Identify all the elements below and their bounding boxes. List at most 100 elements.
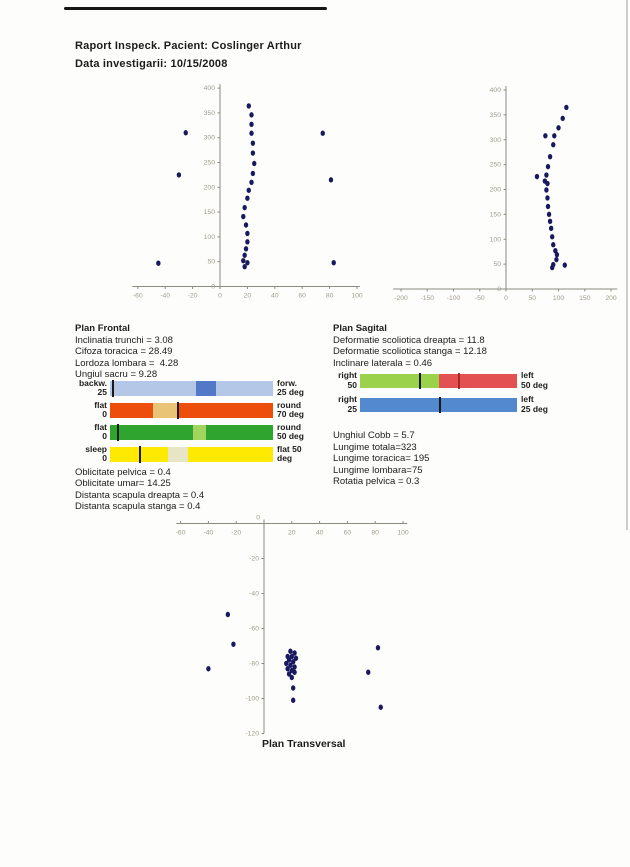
stat-line: Rotatia pelvica = 0.3: [333, 476, 420, 487]
sagital-scatter-plot: -200 -150 -100 -50 0 50 100 150 200 0 50 100 150 200 2…: [388, 80, 630, 310]
stat-line: Inclinare laterala = 0.46: [333, 357, 433, 369]
data-point: [551, 242, 556, 248]
y-tick-label: 150: [204, 209, 216, 216]
bar-left-label-value: 50: [347, 379, 357, 390]
data-point: [249, 130, 254, 136]
y-tick-label: 100: [204, 234, 216, 241]
data-point: [554, 256, 559, 263]
bar-marker: [177, 401, 180, 419]
bar-right-label: left 25 deg: [521, 394, 548, 414]
bar-row: right 25 left 25 deg: [333, 394, 603, 414]
data-point: [289, 674, 294, 681]
data-point: [241, 213, 246, 220]
data-point: [231, 641, 236, 647]
bar-right-label-value: 50 deg: [277, 431, 304, 441]
bar-segment: [196, 380, 216, 396]
data-points: [206, 611, 383, 710]
data-point: [545, 195, 550, 201]
bar-right-label-top: forw.: [277, 377, 297, 388]
y-tick-label: -100: [245, 696, 259, 703]
sagital-stats-top: Deformatie scoliotica dreapta = 11.8 Def…: [333, 335, 603, 370]
data-point: [156, 260, 161, 266]
data-point: [293, 655, 299, 661]
data-point: [545, 180, 550, 187]
bar-right-label-top: left: [521, 370, 534, 380]
data-point: [249, 121, 254, 128]
x-tick-label: 100: [351, 293, 363, 300]
bar-right-label-top: round: [277, 399, 302, 410]
data-point: [534, 173, 540, 180]
stat-line: Unghiul Cobb = 5.7: [333, 430, 415, 441]
data-point: [249, 179, 254, 186]
data-point: [252, 160, 257, 167]
bar-row: right 50 left 50 deg: [333, 370, 603, 390]
y-tick-label: 200: [204, 184, 216, 191]
x-tick-label: -50: [475, 295, 485, 302]
frontal-heading: Plan Frontal: [75, 323, 130, 334]
data-point: [546, 211, 552, 218]
data-point: [375, 645, 381, 651]
x-tick-label: 60: [298, 293, 306, 300]
bar-left-label-value: 25: [97, 387, 107, 397]
transversal-scatter-plot: -60 -40 -20 0 20 40 60 80 100 -20 -40 -60 -80 -100 -12…: [175, 512, 430, 764]
data-point: [547, 153, 553, 160]
bar-segment: [168, 446, 189, 462]
data-point: [288, 662, 293, 668]
bar-left-label: flat 0: [75, 399, 107, 420]
y-tick-label: 100: [490, 236, 502, 243]
bar-segment: [438, 373, 517, 388]
data-point: [554, 251, 560, 258]
y-tick-label: 50: [493, 261, 501, 268]
data-point: [289, 653, 294, 660]
data-point: [320, 130, 325, 136]
x-tick-label: -20: [231, 530, 241, 537]
y-tick-label: -60: [249, 626, 259, 633]
x-tick-label: 100: [553, 295, 565, 302]
stat-line: Lordoza lombara = 4.28: [75, 357, 179, 369]
data-point: [328, 177, 334, 183]
data-point: [206, 666, 211, 672]
sagital-heading: Plan Sagital: [333, 323, 387, 334]
y-tick-label: -40: [249, 591, 259, 598]
stat-line: Distanta scapula stanga = 0.4: [75, 501, 201, 512]
bar-track: [110, 379, 273, 397]
x-tick-label: 0: [504, 295, 508, 302]
bar-left-label-top: sleep: [85, 443, 107, 454]
data-point: [544, 172, 549, 178]
data-point: [245, 239, 250, 245]
bar-left-label-top: flat: [94, 399, 107, 410]
data-point: [242, 263, 247, 270]
bar-marker: [439, 396, 442, 413]
stat-line: Distanta scapula dreapta = 0.4: [75, 489, 205, 501]
data-point: [292, 650, 297, 656]
data-points: [534, 104, 569, 271]
x-tick-label: 150: [579, 295, 591, 302]
x-tick-label: 40: [271, 293, 279, 300]
bar-right-label-top: round: [277, 421, 302, 432]
data-point: [243, 246, 249, 252]
frontal-stats-bottom: Oblicitate pelvica = 0.4 Oblicitate umar…: [75, 467, 345, 513]
x-tick-label: -100: [447, 295, 461, 302]
stat-line: Lungime totala=323: [333, 441, 417, 453]
data-point: [550, 234, 555, 240]
frontal-stats-top: Inclinatia trunchi = 3.08 Cifoza toracic…: [75, 335, 345, 381]
data-point: [292, 664, 297, 670]
data-point: [290, 685, 296, 691]
data-point: [245, 195, 250, 201]
bar-left-label-top: right: [338, 394, 357, 404]
frontal-panel: Plan Frontal Inclinatia trunchi = 3.08 C…: [75, 323, 345, 513]
data-point: [176, 172, 182, 178]
frontal-scatter-plot: -60 -40 -20 0 20 40 60 80 100 0 50 100 150 200 250 300 3…: [130, 80, 375, 310]
stat-line: Ungiul sacru = 9.28: [75, 369, 158, 380]
bar-left-label-value: 0: [102, 431, 107, 441]
data-point: [290, 659, 296, 665]
data-point: [246, 187, 251, 193]
stat-line: Oblicitate umar= 14.25: [75, 478, 171, 489]
y-tick-label: 400: [204, 85, 216, 92]
bar-row: flat 0 round 70 deg: [75, 399, 345, 420]
bar-marker: [111, 379, 114, 397]
stat-line: Inclinatia trunchi = 3.08: [75, 334, 173, 346]
stat-line: Deformatie scoliotica stanga = 12.18: [333, 346, 487, 357]
x-tick-label: -60: [133, 293, 143, 300]
bar-track: [110, 423, 273, 441]
